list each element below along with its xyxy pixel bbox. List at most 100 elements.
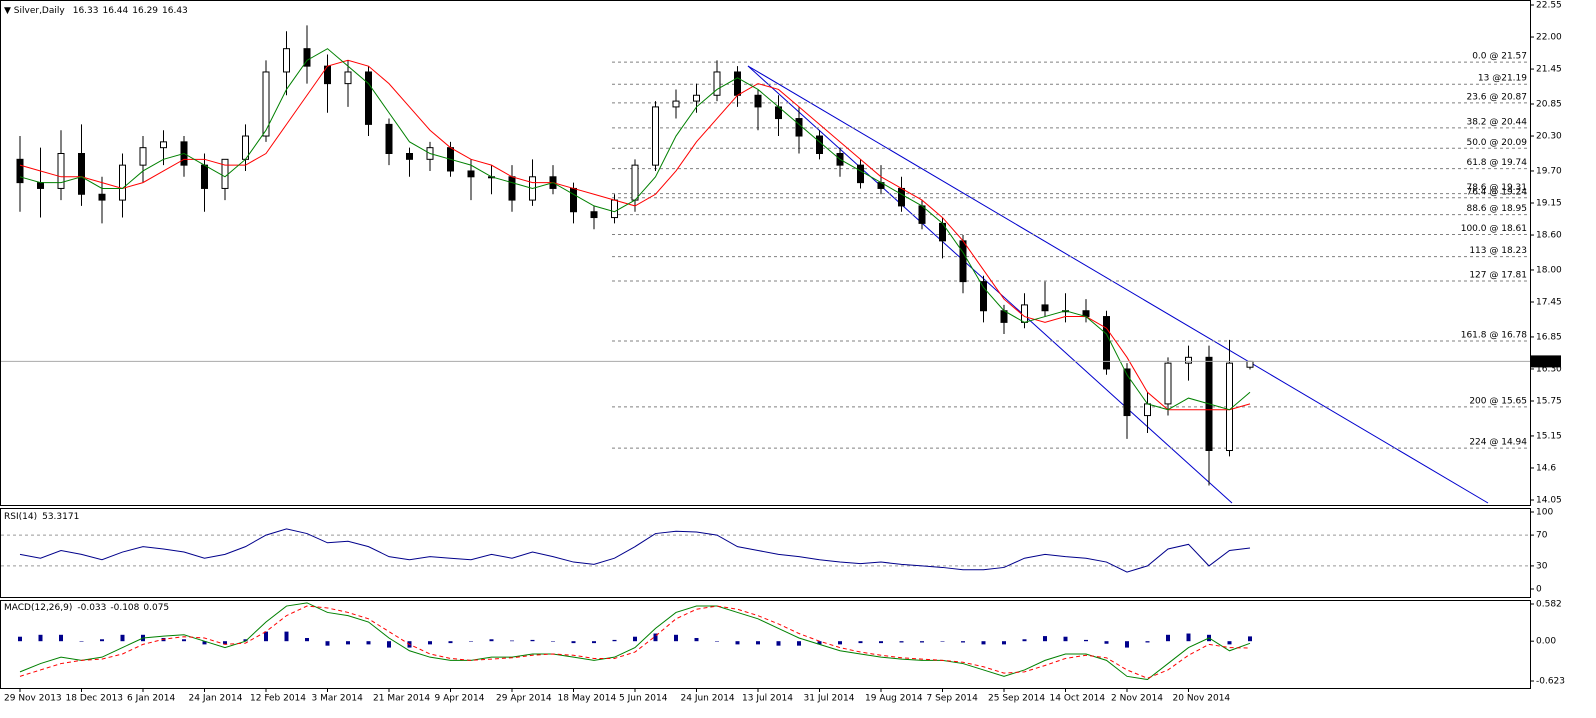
y-tick-label: 0.00 xyxy=(1536,637,1556,647)
histogram-bar xyxy=(1227,641,1232,645)
fib-label: 88.6 @ 18.95 xyxy=(1466,204,1527,214)
histogram-bar xyxy=(305,637,309,642)
histogram-bar xyxy=(551,641,555,642)
candle-body xyxy=(283,48,290,73)
fib-label: 78.6 @ 19.31 xyxy=(1466,183,1527,193)
candle-body xyxy=(590,211,598,219)
menu-arrow: ▼ xyxy=(4,6,14,16)
histogram-bar xyxy=(366,641,371,645)
x-tick-label: 18 May 2014 xyxy=(558,694,617,704)
histogram-bar xyxy=(38,634,43,642)
y-tick-label: 18.00 xyxy=(1536,265,1562,275)
histogram-bar xyxy=(920,641,924,643)
y-tick-label: 16.85 xyxy=(1536,332,1562,342)
candle-body xyxy=(611,199,618,219)
histogram-value: 0.075 xyxy=(143,603,169,613)
x-tick-label: 7 Sep 2014 xyxy=(927,694,979,704)
fib-label: 13 @21.19 xyxy=(1478,74,1527,84)
y-tick-label: 70 xyxy=(1536,531,1548,541)
y-tick-label: 20.30 xyxy=(1536,132,1562,142)
histogram-bar xyxy=(981,641,986,645)
histogram-bar xyxy=(940,641,945,642)
open-value: 16.33 xyxy=(73,6,99,16)
x-tick-label: 2 Nov 2014 xyxy=(1111,694,1163,704)
y-tick-label: 14.6 xyxy=(1536,463,1556,473)
histogram-bar xyxy=(1145,641,1150,643)
macd-title: MACD(12,26,9) xyxy=(4,603,72,613)
x-tick-label: 9 Apr 2014 xyxy=(435,694,485,704)
fib-label: 0.0 @ 21.57 xyxy=(1472,52,1527,62)
candle-body xyxy=(631,164,639,201)
candle-body xyxy=(344,71,352,85)
y-tick-label: 22.55 xyxy=(1536,1,1562,11)
candle-body xyxy=(898,187,905,207)
candle-body xyxy=(1185,356,1192,364)
chart-header: ▼ Silver,Daily 16.33 16.44 16.29 16.43 xyxy=(4,6,188,16)
x-tick-label: 24 Jan 2014 xyxy=(189,694,243,704)
histogram-bar xyxy=(899,641,904,643)
x-tick-label: 12 Feb 2014 xyxy=(250,694,306,704)
histogram-bar xyxy=(674,634,678,642)
histogram-bar xyxy=(1084,639,1088,642)
histogram-bar xyxy=(428,641,432,645)
high-value: 16.44 xyxy=(102,6,128,16)
x-tick-label: 18 Dec 2013 xyxy=(66,694,124,704)
price-tag-label: 16.43 xyxy=(1534,357,1560,367)
candle-body xyxy=(160,141,167,149)
candle-body xyxy=(795,118,803,137)
candle-body xyxy=(467,170,475,178)
x-tick-label: 14 Oct 2014 xyxy=(1050,694,1106,704)
price-tag xyxy=(1531,355,1561,368)
candle-body xyxy=(918,205,926,224)
candle-body xyxy=(857,164,864,184)
candle-body xyxy=(816,135,823,155)
x-tick-label: 24 Jun 2014 xyxy=(681,694,735,704)
x-tick-label: 20 Nov 2014 xyxy=(1173,694,1231,704)
candle-body xyxy=(1226,362,1233,452)
histogram-bar xyxy=(1125,641,1129,648)
histogram-bar xyxy=(120,634,125,642)
macd-panel xyxy=(0,600,1531,689)
y-tick-label: -0.623 xyxy=(1536,677,1565,687)
histogram-bar xyxy=(797,641,801,646)
y-tick-label: 19.15 xyxy=(1536,199,1562,209)
histogram-bar xyxy=(59,634,63,642)
rsi-panel xyxy=(0,508,1531,598)
channel-upper xyxy=(747,65,1489,504)
series-line xyxy=(19,605,1251,679)
candle-body xyxy=(570,187,577,213)
histogram-bar xyxy=(243,639,248,642)
histogram-bar xyxy=(612,639,617,642)
candle-body xyxy=(713,71,721,96)
histogram-bar xyxy=(182,639,186,642)
histogram-bar xyxy=(756,641,760,645)
y-tick-label: 16.30 xyxy=(1536,364,1562,374)
candle-body xyxy=(1144,403,1151,417)
histogram-bar xyxy=(530,639,535,642)
candle-body xyxy=(57,153,65,189)
candle-body xyxy=(508,176,516,201)
candle-body xyxy=(652,106,659,166)
fib-label: 50.0 @ 20.09 xyxy=(1466,138,1527,148)
fib-label: 61.8 @ 19.74 xyxy=(1466,158,1527,168)
low-value: 16.29 xyxy=(132,6,158,16)
histogram-bar xyxy=(79,641,84,642)
histogram-bar xyxy=(1063,636,1068,642)
candle-body xyxy=(139,147,147,166)
candle-body xyxy=(16,158,24,184)
histogram-bar xyxy=(715,641,719,642)
candle-body xyxy=(754,94,762,108)
candle-body xyxy=(201,164,208,189)
rsi-value: 53.3171 xyxy=(42,512,79,522)
macd-value: -0.033 xyxy=(77,603,106,613)
y-tick-label: 14.05 xyxy=(1536,496,1562,506)
histogram-bar xyxy=(448,641,453,644)
candle-body xyxy=(693,94,700,102)
channel-lower xyxy=(747,65,1233,504)
y-tick-label: 100 xyxy=(1536,508,1553,518)
histogram-bar xyxy=(264,631,268,642)
candle-body xyxy=(78,153,85,195)
histogram-bar xyxy=(879,641,883,644)
y-tick-label: 20.85 xyxy=(1536,100,1562,110)
macd-header: MACD(12,26,9) -0.033 -0.108 0.075 xyxy=(4,603,169,613)
